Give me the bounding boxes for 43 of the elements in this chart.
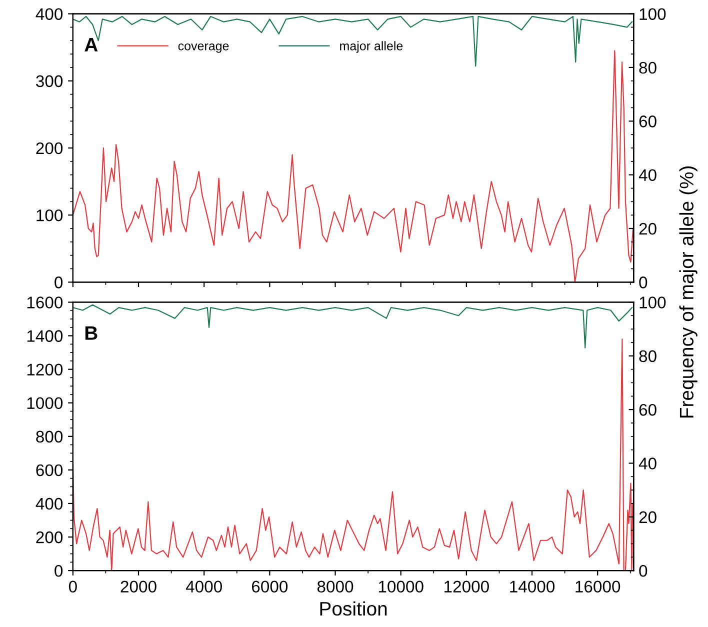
x-tick-label: 2000 — [120, 580, 156, 593]
x-tick-label: 14000 — [510, 580, 555, 593]
legend-label: major allele — [340, 41, 403, 53]
x-tick-label: 4000 — [186, 580, 222, 593]
x-tick-label: 16000 — [576, 580, 620, 593]
y2-tick-label: 0 — [639, 276, 648, 288]
y2-tick-label: 20 — [639, 511, 656, 524]
y-tick-label: 300 — [36, 75, 63, 88]
y-tick-label: 1000 — [27, 397, 63, 410]
y2-tick-label: 20 — [639, 222, 656, 235]
y-tick-label: 1600 — [27, 296, 63, 308]
y2-tick-label: 80 — [639, 62, 656, 74]
x-tick-label: 12000 — [444, 580, 489, 593]
y-tick-label: 200 — [36, 142, 63, 154]
y-tick-label: 200 — [36, 531, 63, 544]
line-series — [72, 304, 633, 348]
y-tick-label: 1200 — [27, 364, 63, 376]
y-tick-label: 400 — [36, 8, 63, 20]
y2-tick-label: 100 — [640, 296, 666, 308]
y2-tick-label: 40 — [638, 169, 656, 182]
y-tick-label: 800 — [36, 430, 63, 443]
x-tick-label: 10000 — [378, 580, 424, 593]
y-tick-label: 0 — [54, 276, 63, 288]
y-tick-label: 1400 — [27, 330, 63, 342]
annotation: B — [85, 326, 98, 340]
y-tick-label: 400 — [36, 498, 63, 510]
x-tick-label: 8000 — [317, 580, 354, 593]
y2-tick-label: 0 — [639, 564, 648, 577]
annotation: A — [84, 38, 98, 52]
line-series — [72, 16, 633, 67]
y2-tick-label: 40 — [638, 458, 656, 470]
y2-tick-label: 60 — [639, 404, 656, 416]
y2-tick-label: 100 — [640, 8, 666, 20]
y2-axis-title: Frequency of major allele (%) — [679, 166, 698, 418]
x-tick-label: 6000 — [252, 580, 288, 593]
x-axis-title: Position — [320, 601, 387, 616]
y-tick-label: 100 — [36, 209, 63, 222]
y2-tick-label: 60 — [639, 116, 656, 128]
x-tick-label: 0 — [68, 580, 77, 593]
legend-label: coverage — [178, 43, 229, 53]
y-tick-label: 600 — [36, 464, 63, 476]
y-tick-label: 0 — [54, 564, 63, 577]
y2-tick-label: 80 — [639, 350, 656, 362]
